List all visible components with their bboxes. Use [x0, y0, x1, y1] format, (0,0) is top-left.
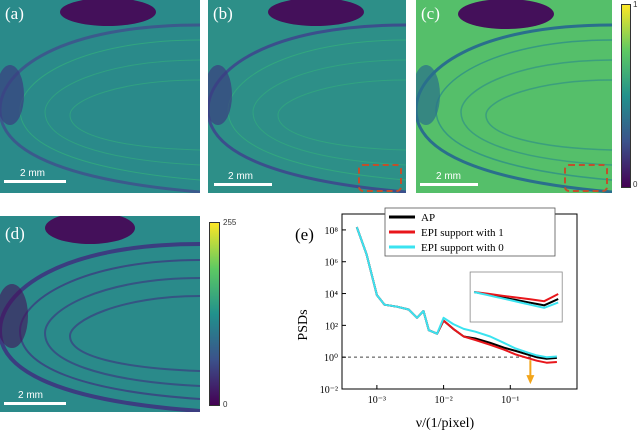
reconstruction-image-a — [0, 0, 200, 193]
legend-label-2: EPI support with 0 — [421, 242, 504, 254]
y-tick-label-3: 10⁴ — [325, 290, 339, 301]
x-axis-label: ν/(1/pixel) — [416, 416, 475, 430]
panel-d-image: (d) 2 mm — [0, 216, 200, 412]
y-tick-label-1: 10⁰ — [324, 353, 338, 364]
panel-d-label: (d) — [5, 224, 25, 243]
y-tick-label-4: 10⁶ — [325, 258, 339, 269]
reconstruction-image-b — [208, 0, 406, 193]
x-tick-label-1: 10⁻² — [434, 395, 452, 406]
panel-b-image: (b) 2 mm — [208, 0, 406, 193]
scalebar-c-label: 2 mm — [436, 171, 461, 182]
panel-c-label: (c) — [421, 4, 440, 23]
chart-panel-label: (e) — [295, 225, 314, 244]
panel-b-label: (b) — [213, 4, 233, 23]
scalebar-a — [4, 180, 66, 183]
colorbar-bottom — [209, 222, 220, 406]
legend-label-1: EPI support with 1 — [421, 227, 504, 239]
scalebar-d — [4, 402, 66, 405]
scalebar-c — [420, 183, 478, 186]
inset-series-1 — [473, 291, 559, 303]
colorbar-top-max: 1 — [633, 0, 638, 9]
legend-label-0: AP — [421, 212, 435, 224]
scalebar-a-label: 2 mm — [20, 168, 45, 179]
roi-box-c — [564, 164, 608, 192]
colorbar-bottom-min: 0 — [223, 400, 228, 409]
inset-series-2 — [473, 291, 559, 309]
y-tick-label-2: 10² — [325, 321, 338, 332]
colorbar-bottom-max: 255 — [223, 218, 237, 227]
x-tick-label-2: 10⁻¹ — [501, 395, 519, 406]
roi-box-b — [358, 164, 402, 192]
y-tick-label-5: 10⁸ — [325, 226, 339, 237]
crossing-arrow-head — [526, 375, 535, 385]
panel-a-image: (a) 2 mm — [0, 0, 200, 193]
y-tick-label-0: 10⁻² — [320, 385, 338, 396]
scalebar-b — [214, 183, 272, 186]
series-line-2 — [355, 226, 557, 359]
panel-a-label: (a) — [5, 4, 24, 23]
scalebar-d-label: 2 mm — [18, 390, 43, 401]
psd-chart: (e) PSDs ν/(1/pixel) 10⁻³ 10⁻² 10⁻¹ 10⁻² 10⁰… — [295, 207, 578, 430]
colorbar-top — [621, 4, 631, 188]
reconstruction-image-d — [0, 216, 200, 412]
reconstruction-image-c — [416, 0, 612, 193]
colorbar-top-min: 0 — [633, 180, 638, 189]
y-axis-label: PSDs — [296, 309, 311, 340]
x-tick-label-0: 10⁻³ — [368, 395, 386, 406]
scalebar-b-label: 2 mm — [228, 171, 253, 182]
panel-c-image: (c) 2 mm — [416, 0, 612, 193]
